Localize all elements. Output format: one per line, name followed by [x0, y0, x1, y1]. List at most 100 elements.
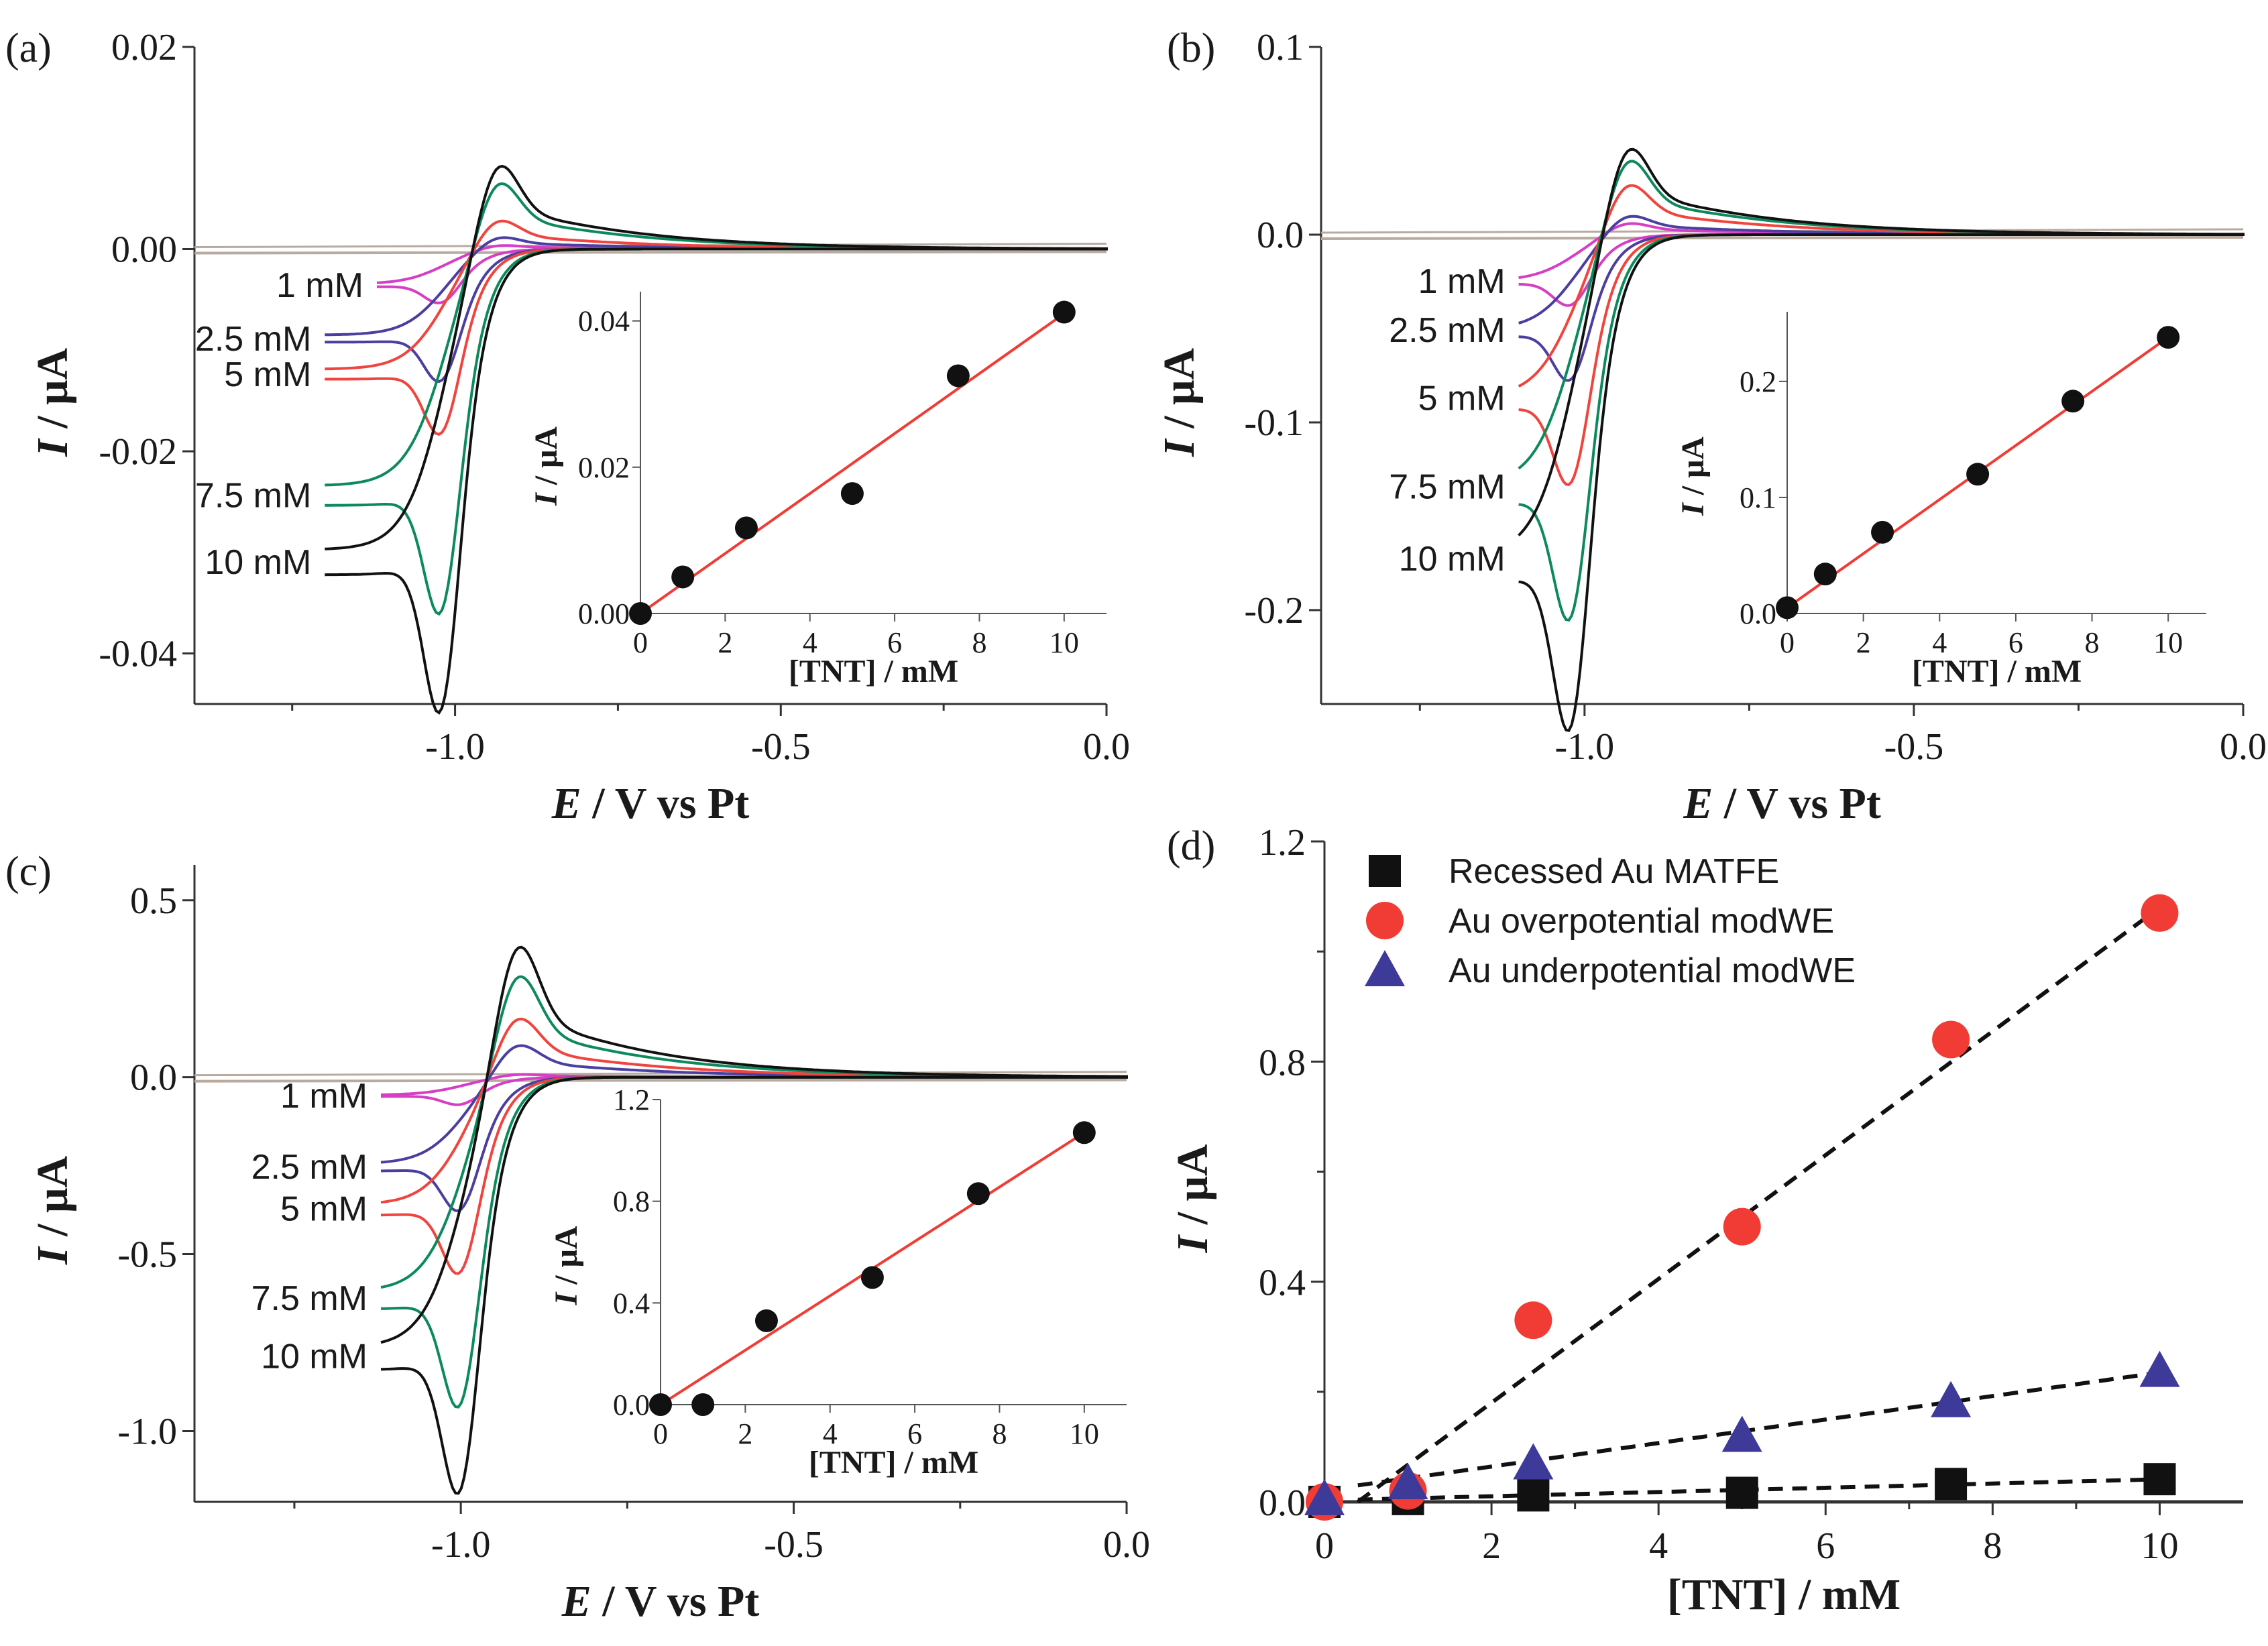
inset-x-axis-label: [TNT] / mM [809, 1445, 978, 1480]
d-series-circle [1357, 906, 2161, 1504]
concentration-label: 1 mM [280, 1077, 367, 1116]
baseline-trace [1320, 236, 2244, 240]
y-axis-label-italic: I [28, 1246, 77, 1265]
d-data-point-triangle [1387, 1463, 1428, 1500]
panel-1-inset: 0 2 4 6 8 10 0.0 0.1 0.2 [TNT] / mM I / μA [1675, 312, 2206, 689]
inset-y-tick-label: 0.00 [578, 597, 630, 630]
inset-y-axis-label: I / μA [1675, 436, 1711, 516]
inset-data-point [671, 565, 695, 589]
d-y-label-italic: I [1168, 1234, 1217, 1254]
inset-y-tick-label: 0.04 [578, 305, 630, 338]
inset-data-point [840, 482, 864, 506]
panel-label: (c) [5, 849, 52, 894]
inset-x-tick-label: 2 [718, 626, 732, 659]
concentration-label: 7.5 mM [1389, 468, 1505, 507]
x-axis-label-rest: / V vs Pt [1713, 779, 1881, 828]
d-data-point-circle [1932, 1020, 1970, 1059]
baseline-trace [194, 250, 1107, 255]
panel-0-axes: -1.0 -0.5 0.0 0.02 0.00 -0.02 -0.04 E / V vs Pt… [28, 27, 1130, 828]
panel-label: (a) [5, 25, 52, 71]
concentration-label: 1 mM [1418, 262, 1506, 301]
d-data-point-triangle [1513, 1443, 1554, 1480]
inset-x-tick-label: 4 [1932, 626, 1947, 659]
d-data-point-square [1725, 1476, 1758, 1509]
y-tick-label: 0.0 [1257, 215, 1304, 256]
inset-x-tick-label: 0 [633, 626, 648, 659]
inset-data-point [1871, 520, 1894, 544]
d-x-tick-label: 10 [2141, 1525, 2178, 1567]
d-x-tick-label: 6 [1816, 1525, 1835, 1567]
d-data-point-triangle [2139, 1350, 2180, 1387]
inset-y-label-rest: / μA [549, 1226, 584, 1293]
x-tick-label: 0.0 [1083, 726, 1130, 768]
inset-data-point [2061, 390, 2085, 413]
inset-y-label-italic: I [549, 1291, 584, 1305]
y-axis-label: I / μA [1155, 348, 1204, 457]
y-axis-label: I / μA [28, 1156, 77, 1265]
d-data-point-triangle [1931, 1380, 1972, 1417]
panel-1-curves: 1 mM 2.5 mM 5 mM 7.5 mM 10 mM [1389, 148, 2245, 732]
d-data-point-square [1517, 1479, 1550, 1512]
x-axis-label-italic: E [551, 779, 581, 828]
inset-data-point [946, 364, 970, 388]
x-tick-label: 0.0 [2220, 726, 2267, 768]
panel-0-curves: 1 mM 2.5 mM5 mM 7.5 mM 10 mM [195, 164, 1108, 715]
concentration-label: 10 mM [205, 543, 311, 582]
inset-data-point [1776, 596, 1799, 620]
d-y-tick-label: 0.0 [1259, 1482, 1306, 1524]
inset-x-tick-label: 2 [1856, 626, 1871, 659]
inset-y-tick-label: 0.02 [578, 451, 630, 484]
inset-x-tick-label: 0 [653, 1417, 668, 1450]
panel-2-curves: 1 mM 2.5 mM5 mM 7.5 mM 10 mM [251, 945, 1128, 1495]
x-tick-label: -1.0 [1555, 726, 1615, 768]
d-fit-line [1357, 906, 2161, 1504]
concentration-label: 2.5 mM [195, 320, 311, 359]
legend-label: Recessed Au MATFE [1449, 852, 1779, 891]
concentration-label: 2.5 mM [251, 1148, 367, 1187]
inset-y-axis-label: I / μA [528, 426, 564, 506]
x-tick-label: -0.5 [764, 1524, 824, 1566]
d-points-triangle [1304, 1350, 2180, 1515]
inset-y-tick-label: 1.2 [613, 1083, 650, 1116]
concentration-label: 10 mM [261, 1337, 367, 1376]
x-tick-label: -0.5 [1884, 726, 1944, 768]
inset-data-point [860, 1266, 884, 1289]
inset-x-tick-label: 4 [823, 1417, 838, 1450]
d-series-triangle [1357, 1370, 2160, 1488]
concentration-label: 5 mM [1418, 379, 1506, 418]
d-data-point-square [1935, 1468, 1968, 1501]
x-axis-label: E / V vs Pt [1683, 779, 1881, 828]
legend-label: Au overpotential modWE [1449, 902, 1834, 941]
concentration-label: 7.5 mM [251, 1279, 367, 1318]
y-tick-label: 0.00 [111, 229, 177, 271]
x-axis-label: E / V vs Pt [551, 779, 750, 828]
concentration-label: 10 mM [1399, 540, 1506, 579]
y-tick-label: -0.2 [1244, 590, 1304, 632]
inset-x-axis-label: [TNT] / mM [789, 654, 958, 689]
inset-x-tick-label: 6 [2008, 626, 2023, 659]
panel-2-inset: 0 2 4 6 8 10 0.0 0.4 0.8 1.2 [TNT] / mM I / μA [549, 1083, 1127, 1480]
concentration-label: 2.5 mM [1389, 311, 1505, 350]
d-y-label-rest: / μA [1168, 1144, 1217, 1236]
inset-data-point [1052, 300, 1076, 324]
x-axis-label-rest: / V vs Pt [591, 1577, 760, 1626]
inset-x-axis-label: [TNT] / mM [1912, 654, 2082, 689]
d-y-axis-label: I / μA [1168, 1144, 1217, 1253]
y-axis-label-italic: I [1155, 438, 1204, 457]
y-axis-label-rest: / μA [1155, 348, 1204, 440]
inset-y-tick-label: 0.4 [613, 1287, 650, 1319]
d-y-tick-label: 0.4 [1259, 1262, 1306, 1304]
legend-marker-square [1369, 855, 1401, 887]
d-data-point-triangle [1304, 1478, 1345, 1515]
y-axis-label: I / μA [28, 348, 77, 457]
d-data-point-square [2143, 1463, 2176, 1496]
inset-x-tick-label: 10 [1050, 626, 1079, 659]
inset-data-point [1813, 563, 1837, 586]
inset-data-point [1072, 1121, 1096, 1144]
inset-data-point [734, 516, 758, 540]
inset-data-point [754, 1309, 778, 1332]
cv-curve-2.5-mM [380, 1044, 1128, 1212]
inset-y-label-italic: I [528, 491, 564, 506]
inset-y-label-rest: / μA [1675, 436, 1711, 504]
